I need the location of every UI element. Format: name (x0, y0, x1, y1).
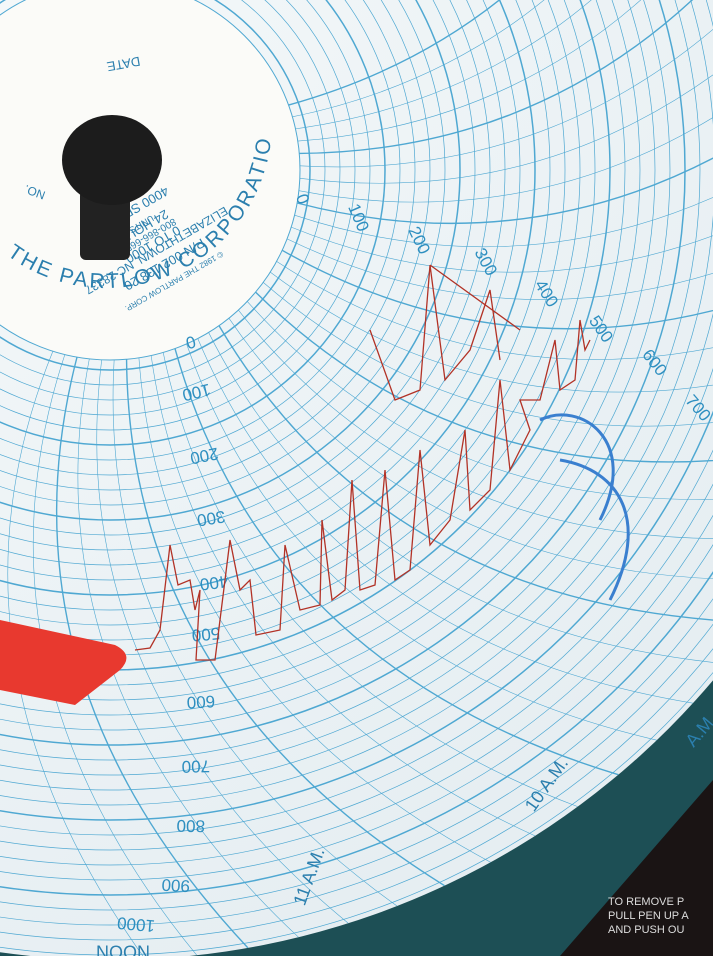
pen-trace (134, 264, 591, 661)
time-arc (174, 348, 619, 776)
grid-circle (0, 0, 713, 851)
grid-circle (0, 0, 566, 626)
time-arc (299, 0, 713, 168)
time-arc (96, 359, 349, 924)
knob-stem (80, 190, 130, 260)
time-arc (186, 343, 657, 741)
time-arc (208, 332, 713, 665)
time-arc (247, 301, 713, 500)
time-arc (138, 357, 491, 863)
grid-circle (0, 0, 713, 866)
time-arc (296, 31, 713, 224)
grid-circle (0, 0, 713, 806)
lower-scale-label: 800 (176, 816, 205, 835)
grid-circle (0, 0, 626, 686)
time-arc (288, 0, 713, 106)
date-label: DATE (105, 54, 141, 75)
time-arc (295, 0, 713, 130)
time-arc (125, 359, 445, 887)
grid-circle (0, 0, 701, 761)
time-arc (263, 282, 713, 427)
grid-circle (0, 0, 521, 581)
grid-circle (0, 0, 641, 701)
time-arc (291, 134, 713, 273)
grid-circle (0, 0, 551, 611)
grid-circle (0, 0, 446, 506)
handwriting (539, 413, 630, 601)
grid-circle (0, 0, 386, 446)
lower-scale-label: 700 (181, 757, 210, 776)
case (560, 780, 713, 956)
time-arc (294, 83, 713, 248)
grid-circle (0, 0, 416, 476)
notice-line: TO REMOVE P (608, 896, 684, 908)
time-arc (292, 0, 713, 118)
grid-circle (0, 0, 506, 566)
grid-circle (0, 0, 713, 821)
time-arc (297, 0, 713, 142)
grid-circle (0, 0, 713, 896)
grid-circle (0, 0, 671, 731)
time-arc (299, 0, 713, 184)
pen-arm (0, 620, 127, 705)
time-arc (218, 325, 713, 624)
grid-circle (0, 0, 713, 836)
notice: TO REMOVE P PULL PEN UP A AND PUSH OU (608, 896, 689, 936)
time-arc (228, 318, 713, 581)
time-arc (298, 0, 713, 203)
grid-circle (0, 0, 713, 776)
grid-circle (0, 0, 461, 521)
time-arc (162, 352, 578, 807)
grid-circle (0, 0, 356, 416)
grid-circle (0, 0, 713, 911)
lower-scale-label: 600 (186, 692, 215, 712)
lower-scale-label: 400 (199, 572, 229, 594)
time-arc (276, 261, 713, 360)
time-arc (286, 186, 713, 300)
number-label: NO. (22, 182, 47, 202)
grid-circle (0, 0, 341, 401)
grid-circle (0, 0, 371, 431)
notice-line: AND PUSH OU (608, 924, 684, 936)
lower-scale-label: 900 (161, 875, 190, 895)
grid-circle (0, 0, 326, 386)
knob-head (62, 115, 162, 205)
grid-circle (0, 0, 713, 791)
grid-circle (0, 0, 686, 746)
grid-circle (0, 0, 536, 596)
lower-scale-label: 500 (191, 624, 221, 645)
lower-scale-label: 300 (196, 507, 227, 530)
notice-line: PULL PEN UP A (608, 910, 689, 922)
time-arc (150, 355, 536, 837)
time-label: NOON (96, 941, 150, 956)
knob (62, 115, 162, 260)
grid-circle (0, 0, 491, 551)
lower-scale-label: 1000 (116, 913, 155, 935)
grid-circle (0, 0, 431, 491)
grid-circle (0, 0, 581, 641)
time-arc (112, 359, 398, 907)
time-arc (197, 338, 693, 704)
grid-circle (0, 0, 476, 536)
grid-circle (0, 0, 401, 461)
grid-circle (0, 0, 713, 926)
grid-circle (0, 0, 713, 881)
grid-circle (0, 0, 311, 371)
grid-circle (0, 0, 656, 716)
time-arc (270, 271, 713, 393)
time-arc (299, 0, 713, 155)
